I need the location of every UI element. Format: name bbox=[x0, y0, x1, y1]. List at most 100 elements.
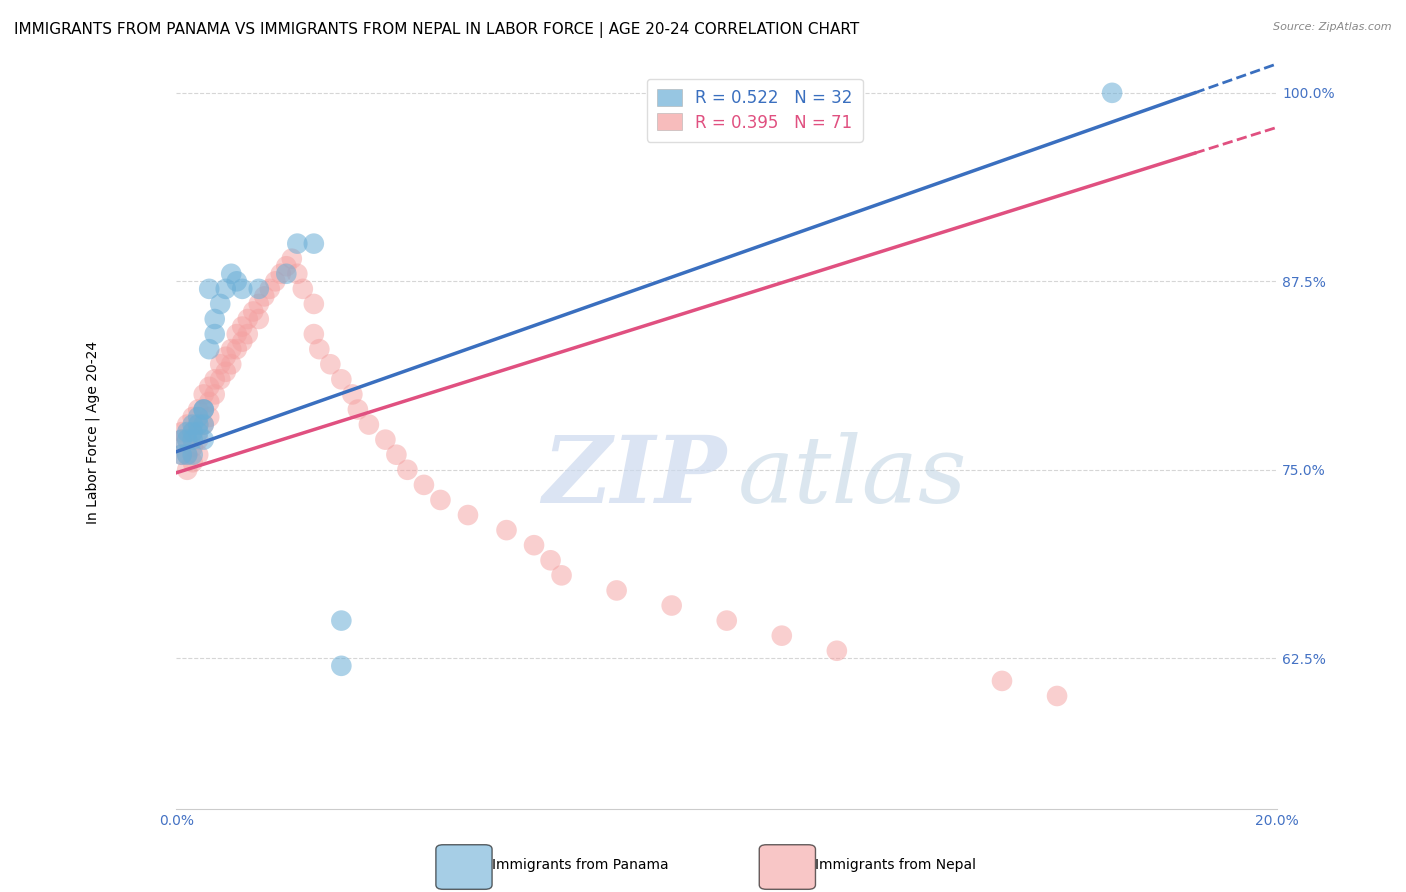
Point bbox=[204, 387, 226, 401]
Point bbox=[319, 357, 342, 371]
Point bbox=[170, 448, 193, 462]
Text: Immigrants from Nepal: Immigrants from Nepal bbox=[815, 858, 977, 872]
Point bbox=[176, 448, 198, 462]
Point bbox=[215, 365, 238, 379]
Point bbox=[225, 274, 247, 288]
Point bbox=[193, 402, 215, 417]
Point bbox=[198, 282, 221, 296]
Point bbox=[242, 304, 264, 318]
Point bbox=[204, 327, 226, 342]
Point bbox=[1101, 86, 1123, 100]
Point bbox=[198, 380, 221, 394]
Point bbox=[302, 297, 325, 311]
Point bbox=[187, 417, 209, 432]
Point bbox=[231, 334, 253, 349]
Point bbox=[523, 538, 546, 552]
Point bbox=[330, 658, 353, 673]
Point bbox=[219, 342, 242, 356]
Point bbox=[181, 448, 204, 462]
Point bbox=[209, 297, 232, 311]
Point bbox=[209, 372, 232, 386]
Point bbox=[396, 463, 419, 477]
Point bbox=[198, 410, 221, 425]
Point bbox=[429, 492, 451, 507]
Point bbox=[204, 372, 226, 386]
Point bbox=[264, 274, 287, 288]
Point bbox=[285, 236, 308, 251]
Text: atlas: atlas bbox=[738, 433, 967, 523]
Point bbox=[181, 433, 204, 447]
Point bbox=[253, 289, 276, 303]
Point bbox=[1046, 689, 1069, 703]
Point bbox=[276, 267, 298, 281]
Point bbox=[176, 433, 198, 447]
Point bbox=[176, 417, 198, 432]
Point bbox=[198, 395, 221, 409]
Point bbox=[170, 433, 193, 447]
Point bbox=[225, 342, 247, 356]
Point bbox=[187, 425, 209, 439]
Text: Source: ZipAtlas.com: Source: ZipAtlas.com bbox=[1274, 22, 1392, 32]
Text: Immigrants from Panama: Immigrants from Panama bbox=[492, 858, 669, 872]
Point bbox=[170, 433, 193, 447]
Point bbox=[193, 387, 215, 401]
Point bbox=[219, 267, 242, 281]
Point bbox=[176, 448, 198, 462]
Point bbox=[176, 433, 198, 447]
Y-axis label: In Labor Force | Age 20-24: In Labor Force | Age 20-24 bbox=[86, 341, 100, 524]
Point bbox=[495, 523, 517, 537]
Point bbox=[330, 614, 353, 628]
Point bbox=[198, 342, 221, 356]
Point bbox=[357, 417, 380, 432]
Point bbox=[187, 433, 209, 447]
Point bbox=[181, 417, 204, 432]
Point bbox=[606, 583, 628, 598]
Point bbox=[193, 433, 215, 447]
Point bbox=[259, 282, 281, 296]
Point bbox=[204, 312, 226, 326]
Point bbox=[347, 402, 370, 417]
Point bbox=[413, 478, 436, 492]
Point bbox=[193, 417, 215, 432]
Point bbox=[374, 433, 396, 447]
Point bbox=[215, 350, 238, 364]
Point bbox=[716, 614, 738, 628]
Point bbox=[276, 259, 298, 273]
Point bbox=[193, 417, 215, 432]
Point bbox=[181, 425, 204, 439]
Point bbox=[181, 440, 204, 454]
Point bbox=[236, 312, 259, 326]
Point bbox=[187, 448, 209, 462]
Text: IMMIGRANTS FROM PANAMA VS IMMIGRANTS FROM NEPAL IN LABOR FORCE | AGE 20-24 CORRE: IMMIGRANTS FROM PANAMA VS IMMIGRANTS FRO… bbox=[14, 22, 859, 38]
Point bbox=[170, 425, 193, 439]
Point bbox=[770, 629, 793, 643]
Point bbox=[991, 673, 1014, 688]
Point bbox=[302, 236, 325, 251]
Point bbox=[540, 553, 562, 567]
Point bbox=[187, 417, 209, 432]
Point bbox=[270, 267, 292, 281]
Point bbox=[215, 282, 238, 296]
Point bbox=[302, 327, 325, 342]
Point bbox=[209, 357, 232, 371]
Text: ZIP: ZIP bbox=[543, 433, 727, 523]
Point bbox=[247, 312, 270, 326]
Point bbox=[236, 327, 259, 342]
Point bbox=[825, 644, 848, 658]
Point bbox=[247, 297, 270, 311]
Point bbox=[187, 402, 209, 417]
Point bbox=[176, 425, 198, 439]
Point bbox=[187, 410, 209, 425]
Point bbox=[176, 463, 198, 477]
Point bbox=[181, 455, 204, 469]
Point bbox=[550, 568, 572, 582]
Point bbox=[170, 448, 193, 462]
Point bbox=[193, 402, 215, 417]
Point bbox=[291, 282, 314, 296]
Point bbox=[181, 425, 204, 439]
Point bbox=[308, 342, 330, 356]
Point bbox=[285, 267, 308, 281]
Point bbox=[457, 508, 479, 522]
Point bbox=[385, 448, 408, 462]
Point bbox=[231, 282, 253, 296]
